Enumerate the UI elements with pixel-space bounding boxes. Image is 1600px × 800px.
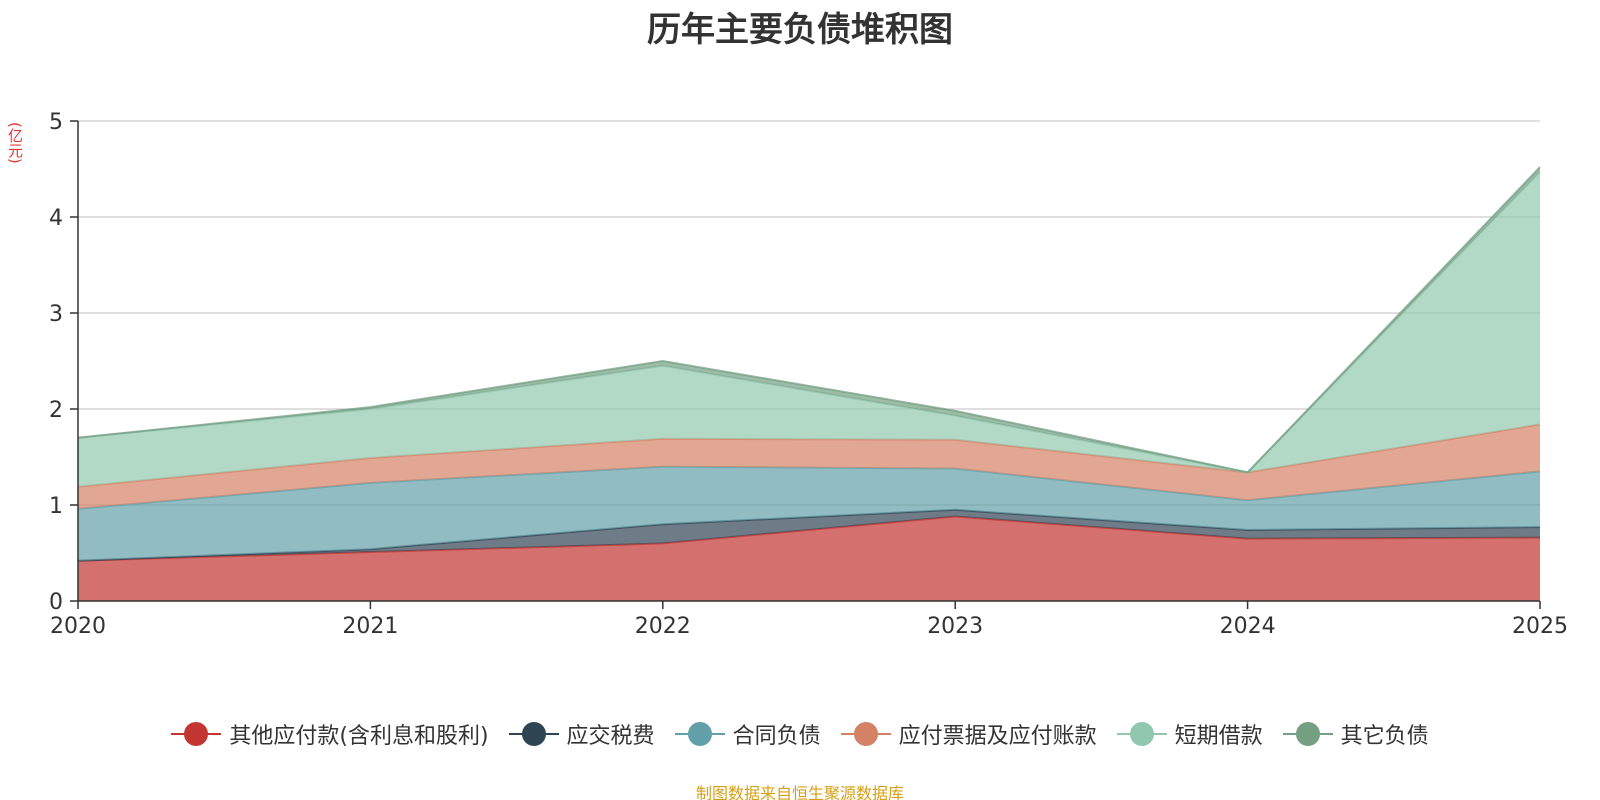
legend-marker-icon xyxy=(674,722,725,746)
legend-marker-icon xyxy=(1116,722,1167,746)
area-series-0[interactable] xyxy=(78,516,1540,602)
y-axis-unit-label: (亿元) xyxy=(6,122,24,164)
chart-legend: 其他应付款(含利息和股利) 应交税费 合同负债 应付票据及应付账款 短期借款 其它负债 xyxy=(0,718,1600,750)
y-tick-label: 5 xyxy=(49,110,63,135)
legend-label: 合同负债 xyxy=(732,724,821,749)
x-tick-label: 2024 xyxy=(1220,614,1276,639)
legend-marker-icon xyxy=(508,722,559,746)
area-series-line-5 xyxy=(77,166,1541,474)
y-tick-label: 3 xyxy=(49,302,63,327)
y-tick-label: 4 xyxy=(49,206,63,231)
area-series-4[interactable] xyxy=(78,171,1540,487)
x-tick-label: 2021 xyxy=(342,614,398,639)
x-tick-label: 2025 xyxy=(1512,614,1568,639)
legend-item-0[interactable]: 其他应付款(含利息和股利) xyxy=(171,718,489,750)
area-series xyxy=(77,166,1541,602)
source-note: 制图数据来自恒生聚源数据库 xyxy=(695,784,904,800)
axes: 0 1 2 3 4 5 2020 2021 2022 2023 2024 2025 xyxy=(49,110,1568,639)
x-tick-label: 2022 xyxy=(635,614,691,639)
legend-label: 其他应付款(含利息和股利) xyxy=(229,724,489,749)
x-tick-label: 2023 xyxy=(927,614,983,639)
chart-title: 历年主要负债堆积图 xyxy=(647,10,953,50)
legend-item-2[interactable]: 合同负债 xyxy=(674,718,821,750)
legend-marker-icon xyxy=(171,722,222,746)
x-tick-label: 2020 xyxy=(50,614,106,639)
area-series-3[interactable] xyxy=(78,424,1540,509)
y-tick-label: 2 xyxy=(49,398,63,423)
legend-label: 应付票据及应付账款 xyxy=(898,724,1097,749)
area-series-1[interactable] xyxy=(78,509,1540,561)
legend-item-4[interactable]: 短期借款 xyxy=(1116,718,1263,750)
legend-label: 短期借款 xyxy=(1174,724,1263,749)
stacked-area-chart: 0 1 2 3 4 5 2020 2021 2022 2023 2024 2025 xyxy=(49,110,1568,639)
legend-marker-icon xyxy=(840,722,891,746)
area-series-2[interactable] xyxy=(78,466,1540,561)
legend-item-5[interactable]: 其它负债 xyxy=(1282,718,1429,750)
legend-item-3[interactable]: 应付票据及应付账款 xyxy=(840,718,1097,750)
legend-label: 应交税费 xyxy=(566,724,655,749)
legend-marker-icon xyxy=(1282,722,1333,746)
y-tick-label: 0 xyxy=(49,590,63,615)
legend-label: 其它负债 xyxy=(1340,724,1429,749)
y-tick-label: 1 xyxy=(49,494,63,519)
legend-item-1[interactable]: 应交税费 xyxy=(508,718,655,750)
